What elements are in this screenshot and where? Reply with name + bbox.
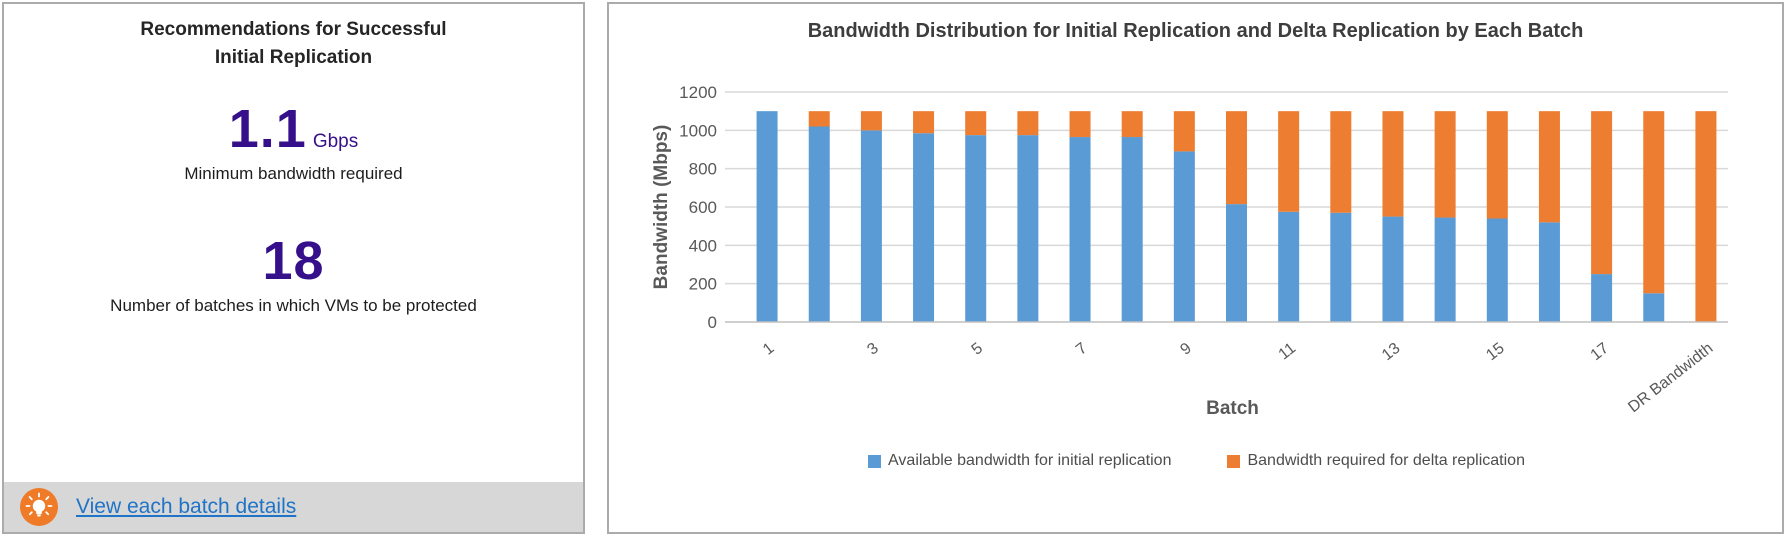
min-bandwidth-metric: 1.1 Gbps Minimum bandwidth required <box>4 100 583 184</box>
recommendations-panel: Recommendations for Successful Initial R… <box>2 2 585 534</box>
min-bandwidth-value: 1.1 <box>228 99 307 159</box>
batch-count-caption: Number of batches in which VMs to be pro… <box>110 296 477 315</box>
bar-delta-replication <box>1695 111 1717 322</box>
bar-initial-replication <box>1017 135 1039 322</box>
bar-initial-replication <box>1538 222 1560 322</box>
bar-delta-replication <box>808 111 830 127</box>
y-tick-label: 600 <box>689 198 717 217</box>
bar-initial-replication <box>1069 137 1091 322</box>
bar-initial-replication <box>1643 293 1665 322</box>
bar-initial-replication <box>1278 211 1300 322</box>
x-tick-label: 5 <box>969 340 987 359</box>
y-tick-label: 800 <box>689 160 717 179</box>
bar-initial-replication <box>1591 274 1613 322</box>
bar-initial-replication <box>860 130 882 322</box>
bar-delta-replication <box>1278 111 1300 212</box>
y-tick-label: 400 <box>689 236 717 255</box>
bar-initial-replication <box>1382 216 1404 322</box>
bar-initial-replication <box>965 135 987 322</box>
legend-label-initial-replication: Available bandwidth for initial replicat… <box>888 452 1172 469</box>
bar-delta-replication <box>1121 111 1143 138</box>
x-tick-label: DR Bandwidth <box>1625 340 1716 416</box>
bar-delta-replication <box>1226 111 1247 205</box>
view-batch-details-link[interactable]: View each batch details <box>76 495 297 518</box>
x-axis-title: Batch <box>1206 398 1259 419</box>
bar-delta-replication <box>1173 111 1195 152</box>
x-tick-label: 3 <box>864 340 882 359</box>
x-tick-label: 11 <box>1276 340 1300 364</box>
x-tick-label: 15 <box>1483 340 1508 364</box>
bar-initial-replication <box>1434 217 1456 322</box>
recommendations-title: Recommendations for Successful Initial R… <box>4 16 583 72</box>
bar-initial-replication <box>1121 137 1143 322</box>
legend-swatch-orange <box>1227 454 1241 468</box>
bar-delta-replication <box>1434 111 1456 218</box>
bar-delta-replication <box>1591 111 1613 275</box>
bar-initial-replication <box>1486 218 1508 322</box>
recommendations-title-line2: Initial Replication <box>214 47 373 68</box>
chart-legend: Available bandwidth for initial replicat… <box>609 452 1784 470</box>
y-tick-label: 200 <box>689 275 717 294</box>
bar-delta-replication <box>1069 111 1091 138</box>
chart-title: Bandwidth Distribution for Initial Repli… <box>807 20 1584 42</box>
y-tick-label: 1200 <box>679 83 717 102</box>
bar-initial-replication <box>1173 151 1195 322</box>
batch-count-metric: 18 Number of batches in which VMs to be … <box>4 232 583 316</box>
bar-delta-replication <box>1017 111 1039 136</box>
bar-delta-replication <box>1382 111 1404 217</box>
panel-footer: View each batch details <box>4 482 583 532</box>
batch-count-value: 18 <box>262 231 325 291</box>
recommendations-title-line1: Recommendations for Successful <box>140 19 447 40</box>
legend-label-delta-replication: Bandwidth required for delta replication <box>1247 452 1525 469</box>
y-axis-title: Bandwidth (Mbps) <box>651 125 672 290</box>
y-tick-label: 0 <box>708 313 717 332</box>
y-tick-label: 1000 <box>679 121 717 140</box>
x-tick-label: 1 <box>760 340 778 359</box>
legend-item-initial-replication: Available bandwidth for initial replicat… <box>868 452 1171 470</box>
legend-item-delta-replication: Bandwidth required for delta replication <box>1227 452 1525 470</box>
bandwidth-chart-panel: Bandwidth Distribution for Initial Repli… <box>607 2 1784 534</box>
bar-initial-replication <box>913 133 935 322</box>
bar-delta-replication <box>965 111 987 136</box>
bar-initial-replication <box>1330 212 1352 322</box>
bar-delta-replication <box>1330 111 1352 213</box>
bar-initial-replication <box>808 126 830 322</box>
min-bandwidth-unit: Gbps <box>312 131 359 152</box>
bar-delta-replication <box>1643 111 1665 294</box>
lightbulb-icon <box>20 488 58 526</box>
bar-delta-replication <box>860 111 882 131</box>
bar-initial-replication <box>1226 204 1247 322</box>
x-tick-label: 13 <box>1379 340 1404 364</box>
x-tick-label: 17 <box>1588 340 1613 364</box>
x-tick-label: 7 <box>1073 340 1091 359</box>
min-bandwidth-caption: Minimum bandwidth required <box>184 164 403 183</box>
x-tick-label: 9 <box>1177 340 1195 359</box>
legend-swatch-blue <box>868 454 882 468</box>
bar-delta-replication <box>1486 111 1508 219</box>
bar-delta-replication <box>1538 111 1560 223</box>
bar-delta-replication <box>913 111 935 134</box>
bandwidth-chart: 0 200 400 600 800 1000 1200 1 3 5 7 9 11 13 15 17 DR Ban… <box>609 60 1784 452</box>
bar-initial-replication <box>756 111 778 322</box>
